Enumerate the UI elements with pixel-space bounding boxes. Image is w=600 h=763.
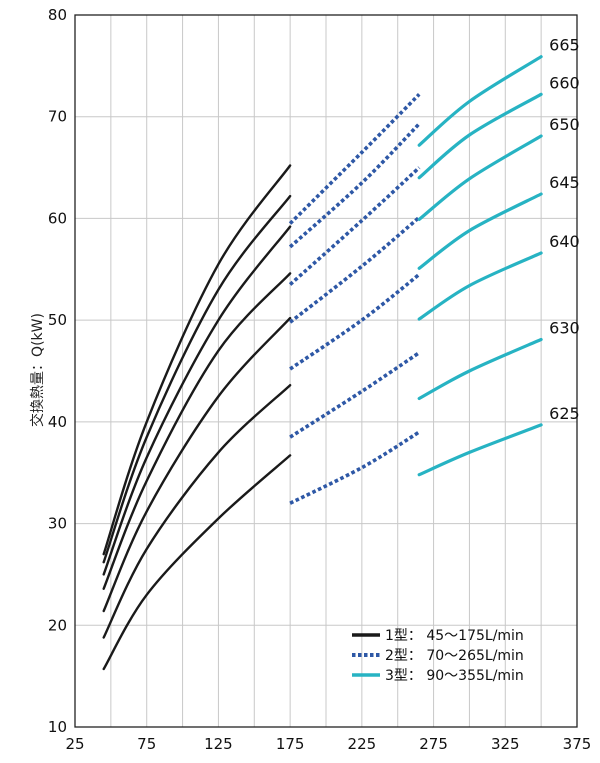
curve-645-type2 bbox=[288, 216, 421, 324]
curve-660-type3 bbox=[417, 92, 543, 180]
curve-665-type1 bbox=[102, 164, 292, 556]
legend-label-type2: 2型： 70～265L/min bbox=[385, 648, 524, 664]
curve-665-type3 bbox=[417, 55, 543, 147]
curve-625-type1 bbox=[102, 454, 292, 671]
legend: 1型： 45～175L/min 2型： 70～265L/min 3型： 90～355… bbox=[352, 628, 524, 684]
curve-650-type1 bbox=[102, 225, 292, 576]
curve-630-type2 bbox=[289, 351, 421, 439]
curve-665-type2 bbox=[288, 93, 421, 225]
curve-650-type2 bbox=[288, 166, 421, 286]
curve-630-type3 bbox=[417, 337, 543, 401]
x-tick-label: 175 bbox=[276, 735, 305, 753]
y-tick-label: 70 bbox=[48, 108, 67, 126]
series-label-645: 645 bbox=[549, 173, 580, 192]
y-tick-label: 50 bbox=[48, 311, 67, 329]
legend-label-type3: 3型： 90～355L/min bbox=[385, 668, 524, 684]
x-tick-label: 375 bbox=[563, 735, 592, 753]
curve-640-type1 bbox=[102, 316, 292, 613]
x-tick-label: 75 bbox=[137, 735, 156, 753]
plot-frame bbox=[74, 14, 578, 728]
y-tick-label: 20 bbox=[48, 616, 67, 634]
curve-625-type3 bbox=[417, 423, 543, 477]
tick-labels: 25 75 125 175 225 275 325 375 10 20 30 40 50 60 70 80 bbox=[48, 6, 591, 753]
curve-645-type3 bbox=[417, 192, 543, 270]
curve-630-type1 bbox=[102, 384, 292, 639]
series-label-630: 630 bbox=[549, 318, 580, 337]
y-tick-label: 60 bbox=[48, 209, 67, 227]
x-tick-label: 225 bbox=[348, 735, 377, 753]
curve-650-type3 bbox=[417, 134, 543, 221]
y-tick-label: 80 bbox=[48, 6, 67, 24]
grid bbox=[75, 15, 577, 727]
x-tick-label: 25 bbox=[65, 735, 84, 753]
series-label-640: 640 bbox=[549, 232, 580, 251]
curve-660-type1 bbox=[102, 194, 292, 564]
x-tick-label: 125 bbox=[204, 735, 233, 753]
y-tick-label: 40 bbox=[48, 413, 67, 431]
x-tick-label: 275 bbox=[419, 735, 448, 753]
series-lines bbox=[102, 55, 543, 671]
series-label-625: 625 bbox=[549, 404, 580, 423]
series-label-660: 660 bbox=[549, 73, 580, 92]
series-labels: 625 630 640 645 650 660 665 bbox=[549, 36, 580, 423]
curve-660-type2 bbox=[288, 122, 421, 249]
curve-640-type2 bbox=[289, 272, 421, 371]
x-tick-label: 325 bbox=[491, 735, 520, 753]
y-tick-label: 10 bbox=[48, 718, 67, 736]
series-label-665: 665 bbox=[549, 36, 580, 55]
curve-625-type2 bbox=[289, 430, 421, 505]
series-label-650: 650 bbox=[549, 115, 580, 134]
curve-645-type1 bbox=[102, 272, 292, 590]
legend-label-type1: 1型： 45～175L/min bbox=[385, 628, 524, 644]
y-axis-label: 交換熱量：Q(kW) bbox=[29, 313, 46, 427]
y-tick-label: 30 bbox=[48, 515, 67, 533]
curve-640-type3 bbox=[417, 251, 543, 321]
